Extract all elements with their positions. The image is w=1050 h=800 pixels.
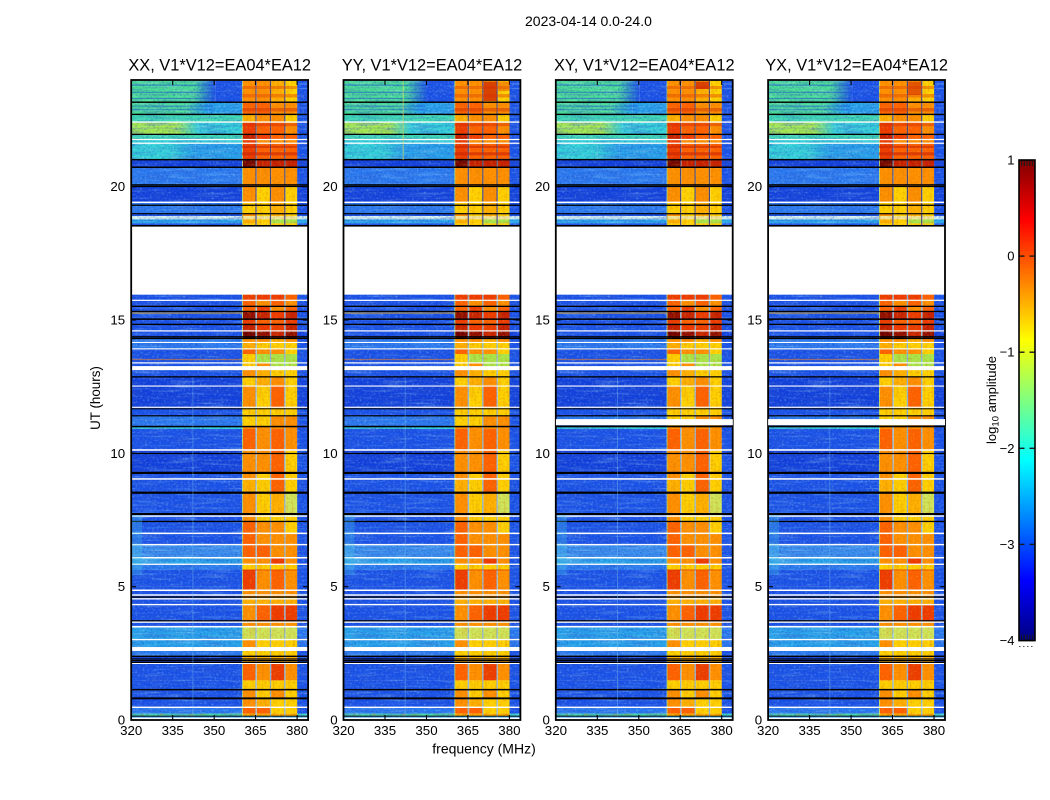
svg-text:20: 20 — [323, 179, 338, 194]
svg-text:−2: −2 — [1000, 441, 1015, 456]
svg-text:10: 10 — [535, 446, 550, 461]
svg-text:20: 20 — [110, 179, 125, 194]
svg-text:0: 0 — [118, 713, 125, 728]
svg-text:365: 365 — [245, 723, 267, 738]
svg-text:365: 365 — [457, 723, 479, 738]
svg-text:XY, V1*V12=EA04*EA12: XY, V1*V12=EA04*EA12 — [554, 57, 735, 75]
svg-text:365: 365 — [881, 723, 903, 738]
svg-text:0: 0 — [755, 713, 762, 728]
svg-text:350: 350 — [203, 723, 225, 738]
svg-text:0: 0 — [330, 713, 337, 728]
svg-text:380: 380 — [498, 723, 520, 738]
svg-text:15: 15 — [323, 313, 338, 328]
svg-text:−1: −1 — [1000, 345, 1015, 360]
svg-text:15: 15 — [110, 313, 125, 328]
svg-text:10: 10 — [747, 446, 762, 461]
svg-text:350: 350 — [415, 723, 437, 738]
svg-text:320: 320 — [757, 723, 779, 738]
svg-text:10: 10 — [323, 446, 338, 461]
svg-text:320: 320 — [333, 723, 355, 738]
svg-text:5: 5 — [118, 579, 125, 594]
svg-text:5: 5 — [755, 579, 762, 594]
svg-text:335: 335 — [162, 723, 184, 738]
svg-text:frequency (MHz): frequency (MHz) — [432, 741, 535, 757]
svg-text:380: 380 — [923, 723, 945, 738]
svg-text:XX, V1*V12=EA04*EA12: XX, V1*V12=EA04*EA12 — [128, 57, 311, 75]
svg-text:335: 335 — [799, 723, 821, 738]
svg-text:320: 320 — [545, 723, 567, 738]
svg-text:335: 335 — [586, 723, 608, 738]
svg-text:YX, V1*V12=EA04*EA12: YX, V1*V12=EA04*EA12 — [765, 57, 948, 75]
svg-text:YY, V1*V12=EA04*EA12: YY, V1*V12=EA04*EA12 — [342, 57, 523, 75]
svg-text:1: 1 — [1007, 153, 1014, 168]
svg-text:5: 5 — [542, 579, 549, 594]
svg-text:350: 350 — [628, 723, 650, 738]
svg-text:20: 20 — [535, 179, 550, 194]
svg-text:365: 365 — [669, 723, 691, 738]
svg-text:log10 amplitude: log10 amplitude — [984, 356, 1002, 444]
svg-text:2023-04-14 0.0-24.0: 2023-04-14 0.0-24.0 — [525, 13, 652, 29]
svg-text:15: 15 — [747, 313, 762, 328]
svg-text:0: 0 — [542, 713, 549, 728]
svg-text:335: 335 — [374, 723, 396, 738]
svg-text:UT (hours): UT (hours) — [88, 366, 103, 430]
svg-text:350: 350 — [840, 723, 862, 738]
svg-text:15: 15 — [535, 313, 550, 328]
svg-text:380: 380 — [286, 723, 308, 738]
svg-text:−4: −4 — [1000, 633, 1015, 648]
svg-text:20: 20 — [747, 179, 762, 194]
svg-text:380: 380 — [711, 723, 733, 738]
svg-text:−3: −3 — [1000, 537, 1015, 552]
svg-text:10: 10 — [110, 446, 125, 461]
svg-text:0: 0 — [1007, 249, 1014, 264]
svg-text:5: 5 — [330, 579, 337, 594]
svg-text:320: 320 — [120, 723, 142, 738]
